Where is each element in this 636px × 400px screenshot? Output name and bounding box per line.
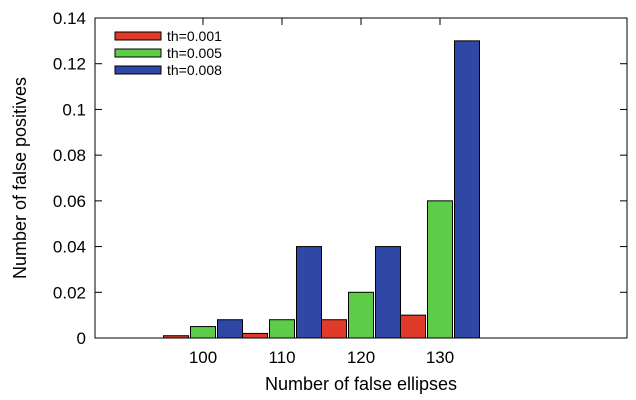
legend-label: th=0.008	[167, 62, 222, 78]
bar-th-0-005-110	[269, 319, 295, 339]
y-axis: 0 0.02 0.04 0.06 0.08 0.1 0.12 0.14	[53, 9, 627, 348]
bar-th-0-008-120	[375, 246, 401, 339]
bar-th-0-005-130	[427, 200, 453, 339]
bar-th-0-001-110	[242, 332, 268, 339]
x-tick-label: 110	[268, 348, 295, 367]
legend-swatch	[114, 65, 162, 75]
x-tick-label: 120	[347, 348, 375, 367]
y-tick-label: 0.06	[53, 192, 86, 211]
legend-label: th=0.001	[167, 28, 222, 44]
x-axis-title: Number of false ellipses	[265, 374, 457, 394]
y-tick-label: 0.12	[53, 55, 86, 74]
y-tick-label: 0.02	[53, 283, 86, 302]
bar-th-0-005-100	[190, 326, 216, 339]
x-tick-label: 100	[189, 348, 217, 367]
bar-th-0-001-100	[163, 335, 189, 339]
bars	[163, 40, 480, 339]
bar-th-0-008-100	[217, 319, 243, 339]
bar-th-0-005-120	[348, 291, 374, 339]
legend-swatch	[114, 31, 162, 41]
y-tick-label: 0	[77, 329, 86, 348]
bar-th-0-008-130	[454, 40, 480, 339]
y-tick-label: 0.14	[53, 9, 86, 28]
bar-th-0-001-120	[321, 319, 347, 339]
y-axis-title: Number of false positives	[10, 77, 30, 279]
y-tick-label: 0.08	[53, 146, 86, 165]
legend-label: th=0.005	[167, 45, 222, 61]
y-tick-label: 0.1	[62, 100, 86, 119]
x-axis: 100 110 120 130	[189, 18, 454, 367]
bar-th-0-008-110	[296, 246, 322, 339]
legend-swatch	[114, 48, 162, 58]
x-tick-label: 130	[426, 348, 454, 367]
y-tick-label: 0.04	[53, 238, 86, 257]
bar-th-0-001-130	[400, 314, 426, 339]
